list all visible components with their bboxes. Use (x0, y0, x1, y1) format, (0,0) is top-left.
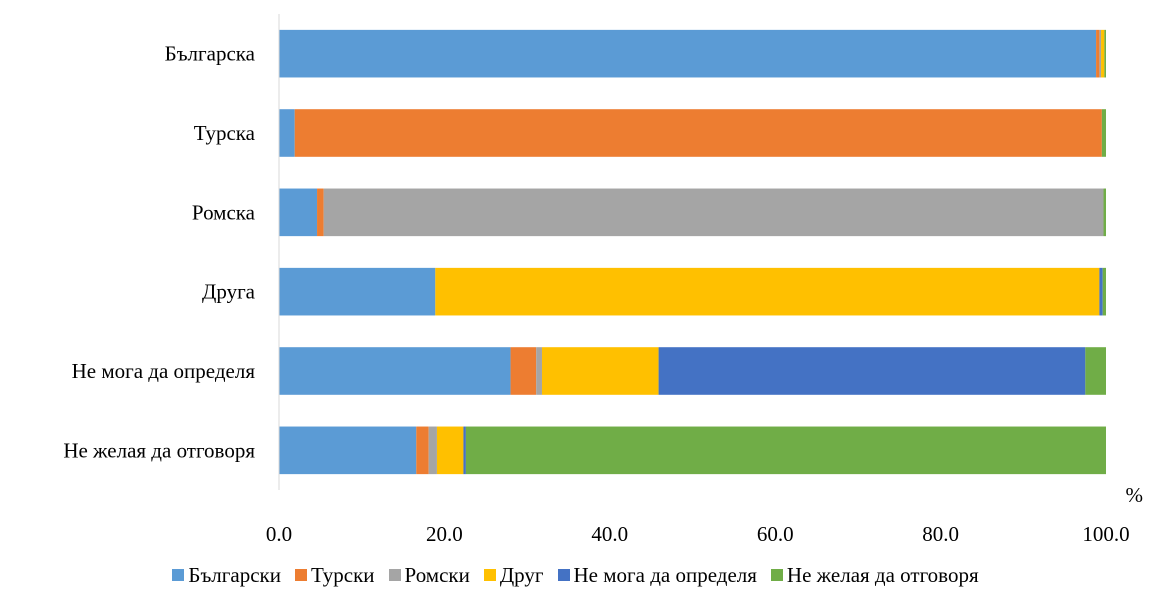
bar-segment (435, 267, 1100, 316)
bar-segment (1085, 347, 1106, 395)
legend-swatch (557, 569, 570, 581)
legend-label: Не мога да определя (573, 562, 757, 587)
bar-segment (279, 347, 511, 395)
bar-segment (279, 267, 436, 316)
x-tick-label: 40.0 (591, 522, 628, 546)
legend-label: Не желая да отговоря (786, 562, 979, 587)
legend-label: Български (188, 562, 281, 587)
bar-segment (1099, 29, 1102, 78)
bar-segment (294, 109, 1102, 157)
bar-segment (317, 188, 324, 237)
x-tick-label: 60.0 (757, 522, 794, 546)
bar-segment (1102, 267, 1106, 316)
legend-item: Друг (483, 562, 544, 588)
x-tick-label: 100.0 (1082, 522, 1129, 546)
bar-segment (1104, 29, 1106, 78)
legend-item: Не желая да отговоря (770, 562, 979, 588)
bars-layer (279, 29, 1107, 475)
bar-segment (279, 29, 1097, 78)
legend-item: Турски (294, 562, 375, 588)
legend-label: Ромски (404, 562, 470, 587)
legend-item: Ромски (388, 562, 470, 588)
category-label: Турска (194, 121, 256, 145)
bar-segment (1099, 267, 1103, 316)
bar-segment (536, 347, 542, 395)
category-label: Не желая да отговоря (63, 438, 255, 462)
bar-segment (1101, 29, 1105, 78)
legend-swatch (388, 569, 401, 581)
legend-label: Турски (310, 562, 375, 587)
legend-swatch (770, 569, 783, 581)
category-label: Ромска (192, 200, 256, 224)
bar-segment (465, 426, 1107, 475)
bar-segment (1101, 109, 1106, 157)
legend: Български Турски Ромски Друг Не мога да опре… (0, 561, 1151, 589)
category-label: Друга (202, 280, 256, 304)
x-tick-labels: 0.0 20.0 40.0 60.0 80.0 100.0 (266, 522, 1130, 546)
bar-segment (658, 347, 1086, 395)
bar-segment (416, 426, 429, 475)
bar-segment (428, 426, 437, 475)
bar-segment (436, 426, 464, 475)
legend-item: Български (172, 563, 281, 588)
x-unit-label: % (1126, 483, 1144, 507)
bar-segment (279, 426, 417, 475)
x-tick-label: 80.0 (922, 522, 959, 546)
category-label: Не мога да определя (72, 359, 256, 383)
bar-segment (1096, 29, 1100, 78)
bar-segment (541, 347, 659, 395)
legend-swatch (483, 569, 496, 581)
bar-segment (323, 188, 1104, 237)
category-label: Българска (165, 42, 256, 66)
category-labels: Българска Турска Ромска Друга Не мога да опр… (63, 42, 255, 463)
x-tick-label: 20.0 (426, 522, 463, 546)
bar-segment (1103, 188, 1106, 237)
legend-item: Не мога да определя (557, 562, 757, 588)
bar-segment (279, 188, 318, 237)
bar-segment (510, 347, 537, 395)
legend-label: Друг (499, 562, 544, 587)
x-tick-label: 0.0 (266, 522, 292, 546)
bar-segment (463, 426, 466, 475)
bar-segment (279, 109, 295, 157)
stacked-bar-chart: Българска Турска Ромска Друга Не мога да опр… (63, 14, 1144, 546)
legend-swatch (172, 569, 185, 581)
legend-swatch (294, 569, 307, 581)
